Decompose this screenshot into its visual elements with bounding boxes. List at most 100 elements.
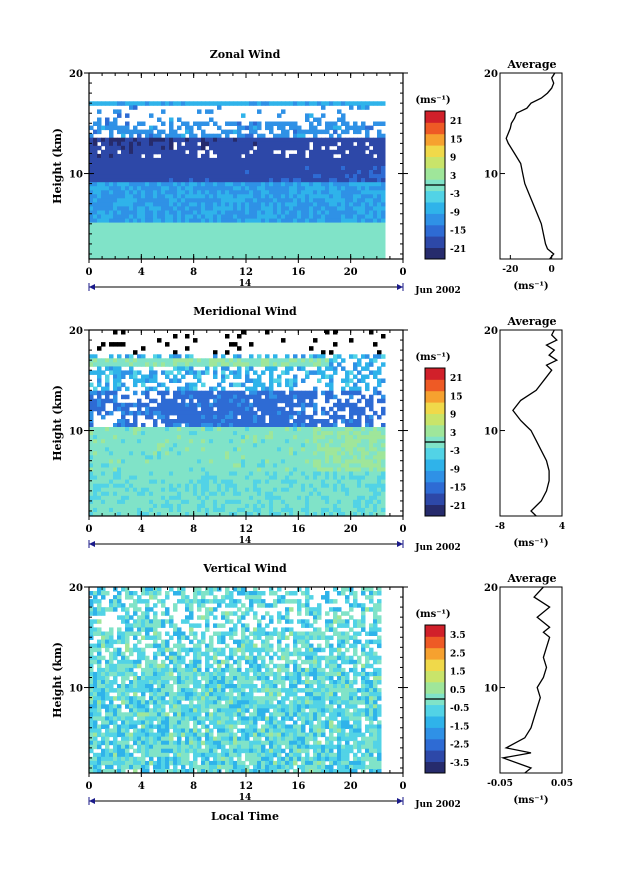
- profile-frame: [499, 586, 563, 774]
- colorbar-tick-label: -3.5: [450, 759, 469, 769]
- colorbar-tick-label: -21: [450, 245, 466, 255]
- profile-x-tick-label: -8: [495, 522, 505, 532]
- colorbar-band: [425, 659, 445, 671]
- colorbar-tick-label: -21: [450, 502, 466, 512]
- colorbar-band: [425, 213, 445, 226]
- x-tick-label: 8: [190, 781, 197, 792]
- colorbar-band: [425, 424, 445, 437]
- colorbar-band: [425, 145, 445, 157]
- profile-frame: [499, 329, 563, 517]
- x-tick-label: 0: [86, 267, 93, 278]
- colorbar-band: [425, 236, 445, 248]
- colorbar-band: [425, 122, 445, 135]
- y-tick-label: 10: [69, 170, 83, 181]
- day-label: 14: [239, 279, 252, 289]
- colorbar-tick-label: 3: [450, 429, 456, 439]
- x-tick-label: 8: [190, 267, 197, 278]
- panel-vert: Vertical Wind 20 10 Height (km) 0 4 8 12 16 20 0 14…: [51, 562, 573, 823]
- colorbar-band: [425, 625, 445, 637]
- colorbar-tick-label: 3.5: [450, 631, 466, 641]
- profile-x-tick-label: 0: [549, 265, 555, 275]
- colorbar-tick-label: 15: [450, 392, 463, 402]
- x-tick-label: 16: [291, 781, 305, 792]
- y-tick-label: 20: [69, 326, 83, 337]
- month-label: Jun 2002: [414, 800, 461, 810]
- colorbar-band: [425, 504, 445, 517]
- colorbar-tick-label: 15: [450, 135, 463, 145]
- profile-x-tick-label: -0.05: [487, 779, 513, 789]
- x-tick-label: 20: [344, 267, 358, 278]
- colorbar-units: (ms⁻¹): [415, 609, 450, 620]
- colorbar-tick-label: 0.5: [450, 686, 466, 696]
- colorbar-tick-label: 3: [450, 172, 456, 182]
- colorbar-tick-label: -2.5: [450, 741, 469, 751]
- colorbar-units: (ms⁻¹): [415, 95, 450, 106]
- heatmap-cells: [89, 101, 386, 260]
- colorbar-band: [425, 167, 445, 180]
- colorbar-band: [425, 459, 445, 471]
- x-tick-label: 4: [138, 781, 145, 792]
- day-label: 14: [239, 793, 252, 803]
- month-label: Jun 2002: [414, 286, 461, 296]
- profile-x-label: (ms⁻¹): [513, 538, 548, 549]
- profile-y-tick-label: 20: [484, 583, 498, 594]
- profile-y-tick-label: 10: [484, 427, 498, 438]
- y-tick-label: 20: [69, 69, 83, 80]
- colorbar-band: [425, 470, 445, 483]
- profile-x-label: (ms⁻¹): [513, 281, 548, 292]
- colorbar-band: [425, 447, 445, 460]
- colorbar-tick-label: -15: [450, 227, 466, 237]
- colorbar-tick-label: -3: [450, 447, 460, 457]
- day-label: 14: [239, 536, 252, 546]
- x-tick-label: 0: [400, 781, 407, 792]
- profile-x-tick-label: -20: [502, 265, 518, 275]
- colorbar-tick-label: 21: [450, 374, 463, 384]
- colorbar-band: [425, 202, 445, 214]
- panel-title: Zonal Wind: [210, 48, 281, 61]
- colorbar-tick-label: 9: [450, 154, 456, 164]
- colorbar-tick-label: 2.5: [450, 649, 466, 659]
- profile-line: [512, 329, 559, 517]
- x-tick-label: 12: [239, 524, 253, 535]
- colorbar-band: [425, 111, 445, 123]
- colorbar-tick-label: -9: [450, 465, 460, 475]
- profile-y-tick-label: 10: [484, 684, 498, 695]
- x-tick-label: 0: [400, 267, 407, 278]
- colorbar-band: [425, 681, 445, 694]
- y-tick-label: 10: [69, 684, 83, 695]
- profile-y-tick-label: 20: [484, 326, 498, 337]
- colorbar-tick-label: 21: [450, 117, 463, 127]
- colorbar-band: [425, 247, 445, 260]
- colorbar-tick-label: -3: [450, 190, 460, 200]
- profile-title: Average: [506, 315, 556, 328]
- x-tick-label: 12: [239, 781, 253, 792]
- colorbar-band: [425, 379, 445, 392]
- x-tick-label: 20: [344, 781, 358, 792]
- month-label: Jun 2002: [414, 543, 461, 553]
- colorbar-band: [425, 133, 445, 146]
- x-tick-label: 20: [344, 524, 358, 535]
- colorbar-band: [425, 750, 445, 762]
- colorbar-band: [425, 636, 445, 649]
- x-tick-label: 12: [239, 267, 253, 278]
- heatmap-cells: [89, 330, 386, 517]
- profile-x-label: (ms⁻¹): [513, 795, 548, 806]
- profile-y-tick-label: 20: [484, 69, 498, 80]
- colorbar-band: [425, 481, 445, 494]
- colorbar-band: [425, 647, 445, 660]
- colorbar-band: [425, 224, 445, 237]
- x-tick-label: 0: [86, 781, 93, 792]
- colorbar-units: (ms⁻¹): [415, 352, 450, 363]
- colorbar-band: [425, 738, 445, 751]
- colorbar-band: [425, 156, 445, 169]
- y-axis-label: Height (km): [51, 385, 64, 461]
- x-tick-label: 0: [86, 524, 93, 535]
- profile-x-tick-label: 0.05: [551, 779, 573, 789]
- profile-line: [500, 586, 551, 774]
- x-tick-label: 4: [138, 524, 145, 535]
- profile-frame: [499, 72, 563, 260]
- y-axis-label: Height (km): [51, 128, 64, 204]
- y-tick-label: 10: [69, 427, 83, 438]
- colorbar-tick-label: 9: [450, 411, 456, 421]
